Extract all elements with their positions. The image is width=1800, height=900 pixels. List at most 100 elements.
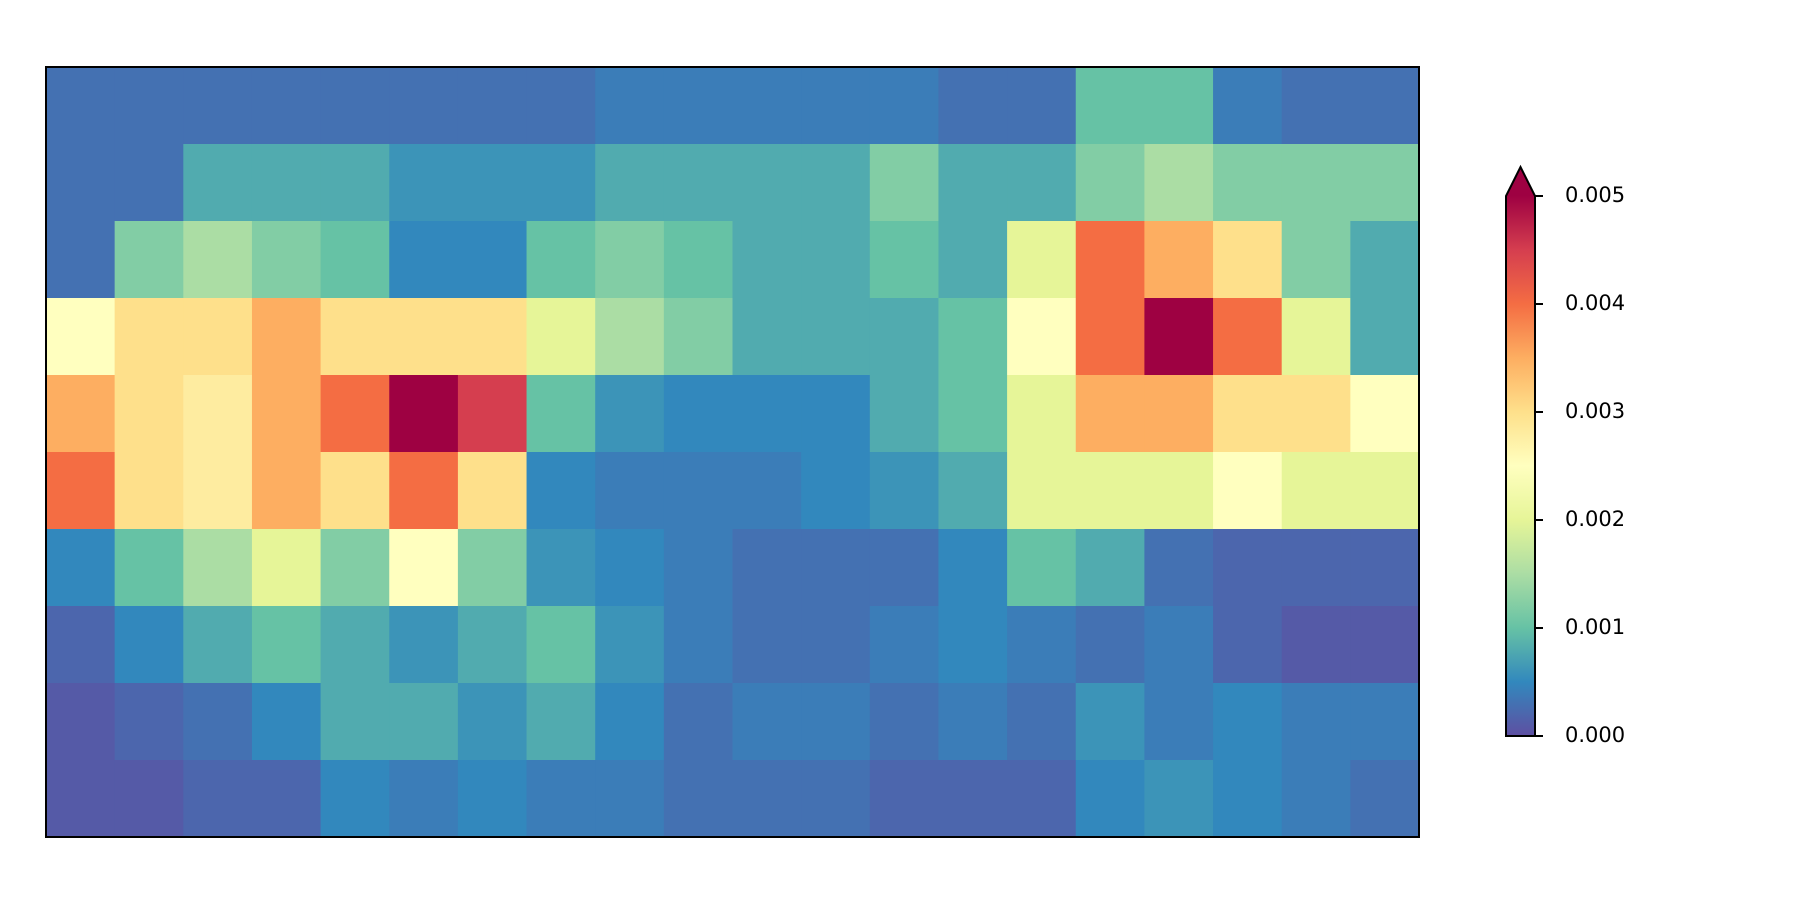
heat-cell — [320, 67, 390, 145]
heat-cell — [1075, 375, 1145, 453]
heat-cell — [251, 375, 322, 453]
heat-cell — [389, 67, 459, 145]
heat-cell — [457, 452, 528, 530]
heat-cell — [663, 760, 733, 838]
heat-cell — [46, 606, 116, 684]
heat-cell — [732, 760, 802, 838]
heat-cell — [938, 375, 1008, 453]
heat-cell — [801, 221, 871, 299]
heat-cell — [1144, 298, 1214, 376]
heat-cell — [183, 452, 253, 530]
heat-cell — [526, 67, 596, 145]
heat-cell — [1213, 375, 1283, 453]
heat-cell — [869, 221, 939, 299]
heat-cell — [595, 144, 665, 222]
heat-cell — [457, 760, 528, 838]
heat-cell — [1144, 144, 1214, 222]
heat-cell — [1007, 375, 1077, 453]
heat-cell — [1075, 221, 1145, 299]
heat-cell — [1350, 452, 1420, 530]
heat-cell — [457, 529, 528, 607]
heat-cell — [114, 221, 184, 299]
heat-cell — [1350, 683, 1420, 761]
heat-cell — [526, 221, 596, 299]
heat-cell — [1350, 298, 1420, 376]
heat-cell — [938, 606, 1008, 684]
heat-cell — [389, 606, 459, 684]
heat-cell — [526, 452, 596, 530]
heat-cell — [732, 298, 802, 376]
heat-cell — [389, 298, 459, 376]
heat-cell — [1350, 67, 1420, 145]
heat-cell — [869, 529, 939, 607]
heat-cell — [663, 144, 733, 222]
heat-cell — [320, 683, 390, 761]
heat-cell — [869, 298, 939, 376]
heat-cell — [389, 452, 459, 530]
heat-cell — [732, 67, 802, 145]
heat-cell — [46, 298, 116, 376]
heat-cell — [251, 144, 322, 222]
heat-cell — [457, 221, 528, 299]
heat-cell — [1281, 221, 1351, 299]
heat-cell — [114, 683, 184, 761]
heat-cell — [663, 298, 733, 376]
heat-cell — [595, 375, 665, 453]
heat-cell — [595, 67, 665, 145]
heat-cell — [1213, 760, 1283, 838]
heat-cell — [457, 375, 528, 453]
heat-cell — [1075, 67, 1145, 145]
heat-cell — [526, 375, 596, 453]
heat-cell — [114, 375, 184, 453]
heat-cell — [1350, 529, 1420, 607]
heat-cell — [1281, 529, 1351, 607]
heat-cell — [114, 144, 184, 222]
heat-cell — [251, 683, 322, 761]
heat-cell — [1281, 375, 1351, 453]
heat-cell — [114, 760, 184, 838]
heat-cell — [320, 375, 390, 453]
heat-cell — [183, 375, 253, 453]
heat-cell — [46, 452, 116, 530]
heat-cell — [663, 529, 733, 607]
heat-cell — [183, 529, 253, 607]
heat-cell — [46, 375, 116, 453]
heat-cell — [46, 221, 116, 299]
heat-cell — [1007, 760, 1077, 838]
colorbar-tick-label: 0.003 — [1565, 399, 1625, 423]
heat-cell — [732, 144, 802, 222]
heat-cell — [595, 452, 665, 530]
heat-cell — [732, 683, 802, 761]
heat-cell — [869, 683, 939, 761]
heat-cell — [801, 298, 871, 376]
heat-cell — [183, 298, 253, 376]
heat-cell — [938, 67, 1008, 145]
heat-cell — [526, 683, 596, 761]
heat-cell — [1144, 606, 1214, 684]
heat-cell — [320, 529, 390, 607]
heat-cell — [1144, 375, 1214, 453]
heat-cell — [801, 144, 871, 222]
heat-cell — [526, 144, 596, 222]
heat-cell — [46, 67, 116, 145]
heat-cell — [663, 375, 733, 453]
heat-cell — [595, 760, 665, 838]
heat-cell — [1007, 67, 1077, 145]
heat-cell — [869, 452, 939, 530]
heat-cell — [183, 760, 253, 838]
heat-cell — [1281, 298, 1351, 376]
colorbar-tick-label: 0.004 — [1565, 291, 1625, 315]
heat-cell — [114, 298, 184, 376]
heat-cell — [1075, 529, 1145, 607]
heat-cell — [1350, 375, 1420, 453]
heat-cell — [595, 683, 665, 761]
heat-cell — [732, 452, 802, 530]
heat-cell — [595, 298, 665, 376]
colorbar-tick-label: 0.000 — [1565, 723, 1625, 747]
heat-cell — [389, 760, 459, 838]
heat-cell — [1075, 606, 1145, 684]
heat-cell — [114, 529, 184, 607]
heat-cell — [1075, 298, 1145, 376]
heat-cell — [183, 144, 253, 222]
